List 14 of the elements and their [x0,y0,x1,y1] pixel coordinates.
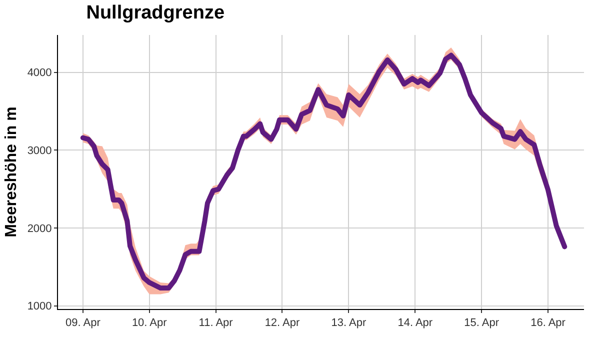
x-tick-label: 14. Apr [398,317,433,330]
x-tick-label: 11. Apr [198,317,234,330]
y-tick-label: 2000 [27,222,52,235]
x-tick-label: 10. Apr [132,317,168,330]
chart-title: Nullgradgrenze [86,2,225,24]
x-tick-label: 15. Apr [464,317,500,330]
x-tick-label: 12. Apr [264,317,300,330]
x-tick-label: 09. Apr [65,317,101,330]
y-axis-title: Meereshöhe in m [3,106,20,238]
y-tick-label: 1000 [27,300,52,313]
x-tick-label: 13. Apr [331,317,366,330]
x-tick-label: 16. Apr [530,317,566,330]
y-tick-label: 3000 [27,145,52,158]
y-tick-label: 4000 [27,67,52,80]
